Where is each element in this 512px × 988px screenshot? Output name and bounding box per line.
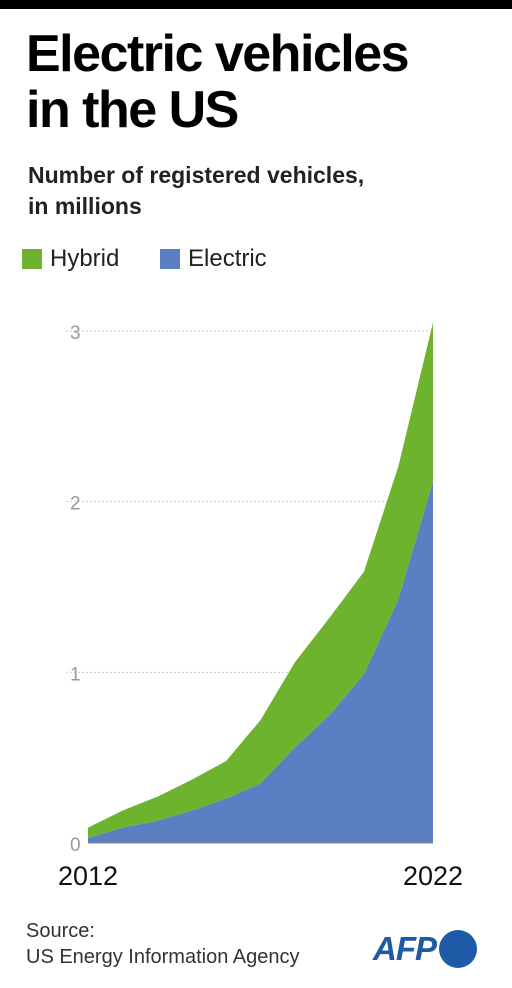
y-tick-label: 1	[70, 664, 81, 685]
afp-logo: AFP	[373, 928, 477, 970]
legend-label-hybrid: Hybrid	[50, 245, 120, 272]
y-tick-label: 2	[70, 494, 81, 515]
y-tick-label: 3	[70, 323, 81, 344]
legend-label-electric: Electric	[188, 245, 267, 272]
afp-logo-text: AFP	[373, 930, 437, 967]
source-note: Source: US Energy Information Agency	[26, 918, 299, 970]
y-tick-label: 0	[70, 835, 81, 856]
legend-item-electric: Electric	[160, 242, 267, 276]
top-bar	[0, 0, 512, 9]
legend-item-hybrid: Hybrid	[22, 242, 119, 276]
legend-swatch-electric	[160, 249, 180, 269]
source-name: US Energy Information Agency	[26, 946, 300, 968]
legend-swatch-hybrid	[22, 249, 42, 269]
area-electric	[88, 481, 433, 843]
x-tick-label: 2022	[403, 861, 463, 891]
source-label: Source:	[26, 920, 95, 942]
page-title: Electric vehicles in the US	[26, 25, 410, 139]
x-tick-label: 2012	[58, 861, 118, 891]
area-chart: 0 1 2 3 2012 2022	[58, 322, 463, 891]
area-hybrid	[88, 322, 433, 838]
afp-logo-dot-icon	[439, 930, 477, 968]
chart-subtitle: Number of registered vehicles, in millio…	[28, 162, 365, 219]
